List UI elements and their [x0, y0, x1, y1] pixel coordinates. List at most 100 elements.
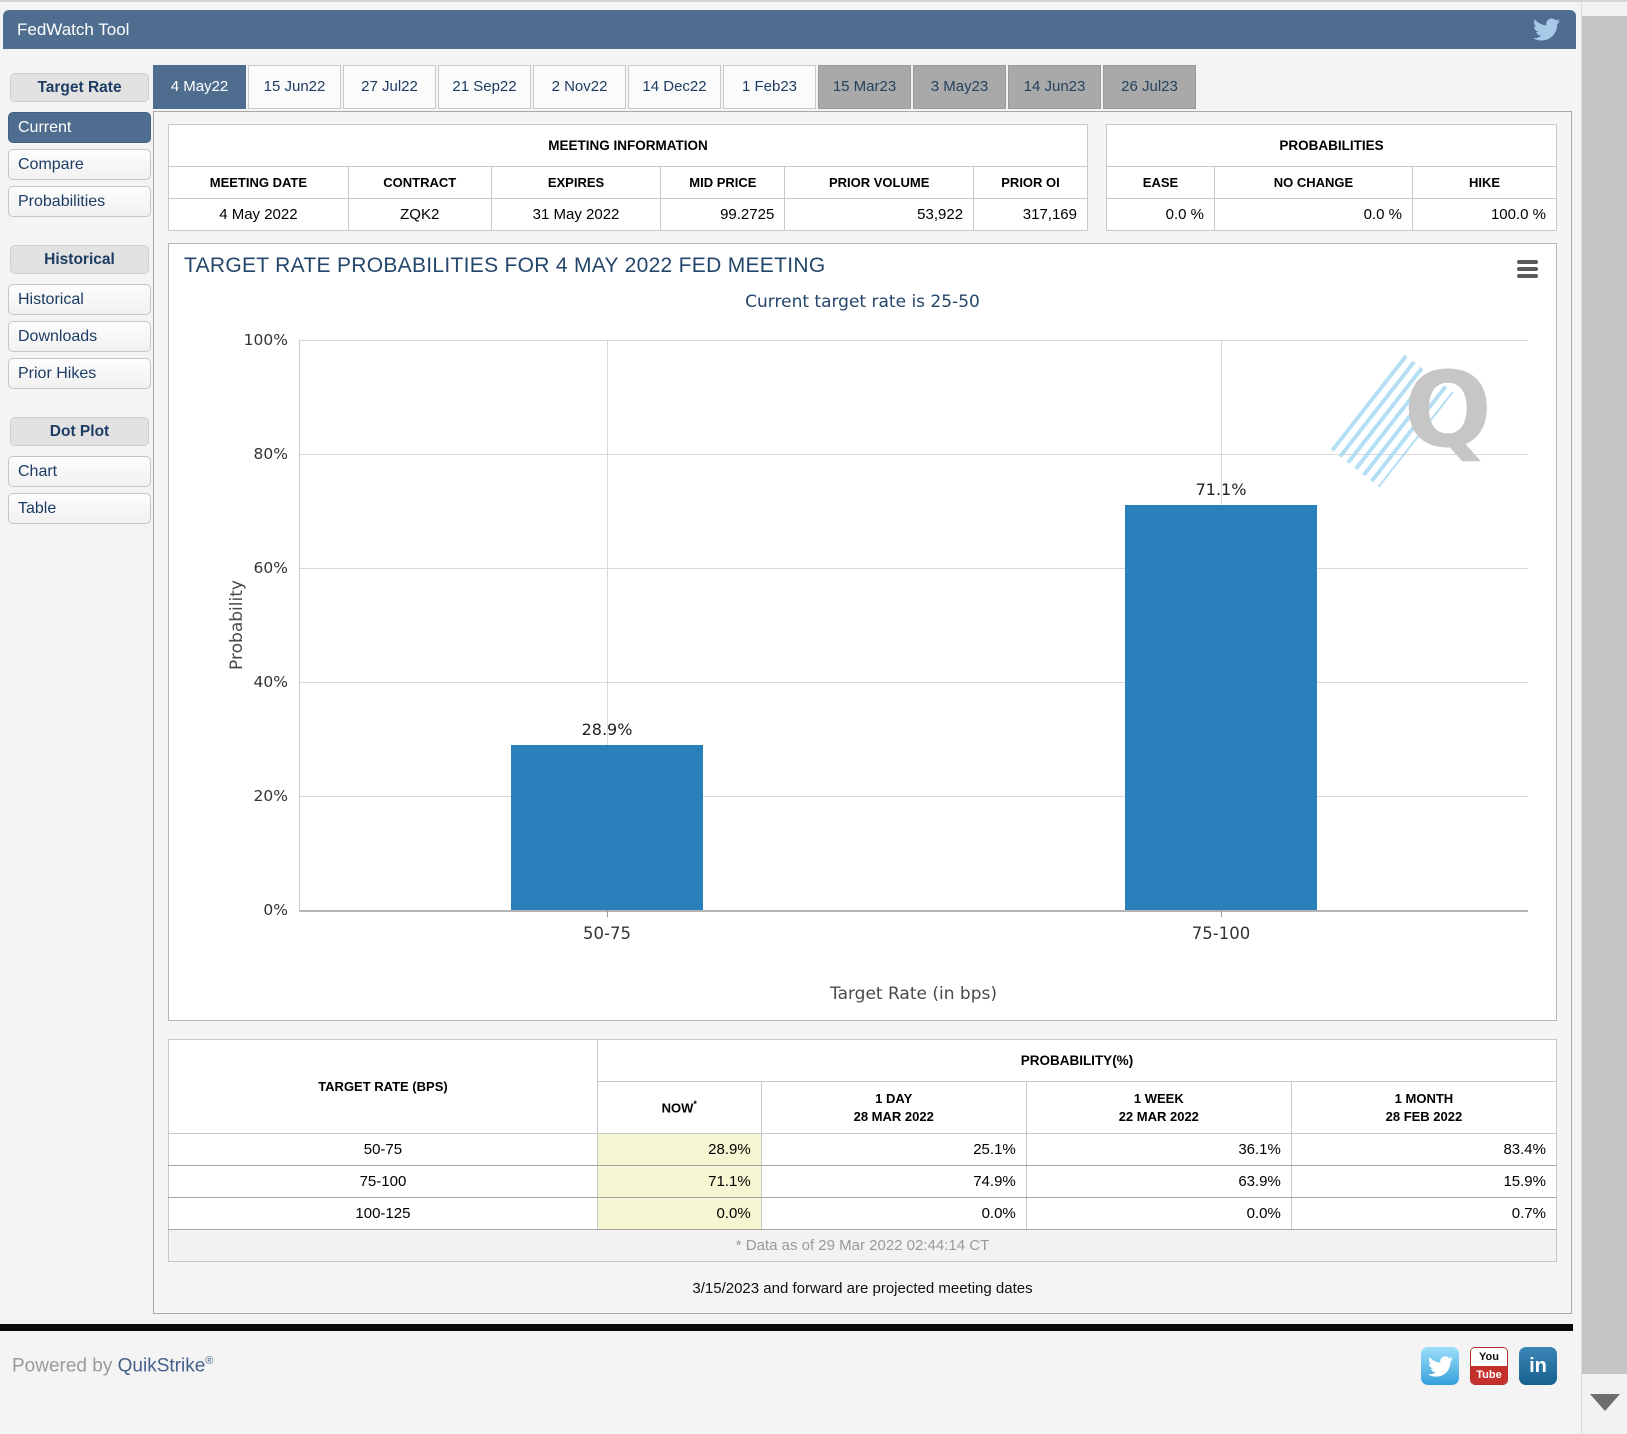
hike-value: 100.0 %: [1412, 198, 1557, 231]
table-row-100-125: 100-125 0.0% 0.0% 0.0% 0.7%: [168, 1197, 1558, 1231]
mid-price-value: 99.2725: [660, 198, 786, 231]
twitter-icon[interactable]: [1533, 16, 1560, 43]
table-row-75-100: 75-100 71.1% 74.9% 63.9% 15.9%: [168, 1165, 1558, 1199]
col-mid-price: MID PRICE: [660, 166, 786, 199]
probability-group-header: PROBABILITY(%): [596, 1039, 1558, 1082]
col-1-month: 1 MONTH 28 FEB 2022: [1290, 1080, 1558, 1135]
month-cell: 15.9%: [1290, 1165, 1558, 1199]
tab-27-jul22[interactable]: 27 Jul22: [343, 65, 436, 109]
day-cell: 74.9%: [760, 1165, 1027, 1199]
tab-21-sep22[interactable]: 21 Sep22: [438, 65, 531, 109]
projected-dates-note: 3/15/2023 and forward are projected meet…: [692, 1280, 1033, 1298]
ytick-40: 40%: [253, 673, 288, 691]
tab-26-jul23[interactable]: 26 Jul23: [1103, 65, 1196, 109]
chart-title: TARGET RATE PROBABILITIES FOR 4 MAY 2022…: [184, 254, 826, 277]
x-axis-title: Target Rate (in bps): [830, 984, 997, 1004]
tab-2-nov22[interactable]: 2 Nov22: [533, 65, 626, 109]
tab-1-feb23[interactable]: 1 Feb23: [723, 65, 816, 109]
bar-75-100-value: 71.1%: [1195, 479, 1247, 499]
linkedin-icon[interactable]: in: [1519, 1347, 1557, 1386]
data-asof-note: * Data as of 29 Mar 2022 02:44:14 CT: [168, 1229, 1557, 1263]
ytick-80: 80%: [253, 445, 288, 463]
ytick-0: 0%: [263, 901, 288, 919]
tab-4-may22[interactable]: 4 May22: [153, 65, 246, 109]
sidebar: Target Rate Current Compare Probabilitie…: [3, 49, 153, 1314]
week-cell: 36.1%: [1025, 1133, 1292, 1167]
social-links: You Tube in: [1421, 1347, 1557, 1386]
no-change-value: 0.0 %: [1214, 198, 1413, 231]
probabilities-table: PROBABILITIES EASE NO CHANGE HIKE 0.0 % …: [1106, 124, 1557, 231]
sidebar-item-prior-hikes[interactable]: Prior Hikes: [8, 358, 151, 389]
col-no-change: NO CHANGE: [1214, 166, 1413, 199]
footer: Powered by QuikStrike® You Tube in: [0, 1331, 1573, 1386]
bar-50-75-value: 28.9%: [581, 720, 633, 740]
col-expires: EXPIRES: [490, 166, 662, 199]
sidebar-section-target-rate: Target Rate: [10, 73, 149, 102]
tab-14-dec22[interactable]: 14 Dec22: [628, 65, 721, 109]
main-column: 4 May22 15 Jun22 27 Jul22 21 Sep22 2 Nov…: [153, 49, 1576, 1315]
y-axis-title: Probability: [226, 580, 247, 670]
now-cell: 71.1%: [596, 1165, 762, 1199]
probabilities-row: 0.0 % 0.0 % 100.0 %: [1106, 198, 1557, 231]
powered-by: Powered by QuikStrike®: [12, 1354, 214, 1377]
twitter-icon[interactable]: [1421, 1347, 1459, 1386]
plot-area: Q 100% 80% 60% 40% 20% 0% Probability 28…: [227, 331, 1528, 943]
day-cell: 0.0%: [760, 1197, 1027, 1231]
col-1-week: 1 WEEK 22 MAR 2022: [1025, 1080, 1292, 1135]
sidebar-section-dot-plot: Dot Plot: [10, 417, 149, 446]
tab-3-may23[interactable]: 3 May23: [913, 65, 1006, 109]
meeting-info-row: 4 May 2022 ZQK2 31 May 2022 99.2725 53,9…: [168, 198, 1088, 231]
week-cell: 63.9%: [1025, 1165, 1292, 1199]
fedwatch-app: FedWatch Tool Target Rate Current Compar…: [3, 10, 1576, 1315]
scrollbar-thumb[interactable]: [1582, 16, 1627, 1374]
sidebar-section-historical: Historical: [10, 245, 149, 274]
ease-value: 0.0 %: [1106, 198, 1215, 231]
sidebar-item-historical[interactable]: Historical: [8, 284, 151, 315]
youtube-icon[interactable]: You Tube: [1470, 1347, 1508, 1386]
app-header: FedWatch Tool: [3, 10, 1576, 49]
tab-14-jun23[interactable]: 14 Jun23: [1008, 65, 1101, 109]
prior-volume-value: 53,922: [784, 198, 975, 231]
day-cell: 25.1%: [760, 1133, 1027, 1167]
meeting-date-value: 4 May 2022: [168, 198, 349, 231]
divider-bar: [0, 1324, 1573, 1332]
watermark-q: Q: [1403, 349, 1492, 471]
meeting-information-table: MEETING INFORMATION MEETING DATE CONTRAC…: [168, 124, 1088, 231]
sidebar-item-probabilities[interactable]: Probabilities: [8, 186, 151, 217]
col-prior-oi: PRIOR OI: [973, 166, 1088, 199]
bar-50-75[interactable]: 28.9%: [511, 720, 703, 910]
col-target-rate-bps: TARGET RATE (BPS): [168, 1038, 598, 1135]
sidebar-item-compare[interactable]: Compare: [8, 149, 151, 180]
ytick-20: 20%: [253, 787, 288, 805]
probabilities-title: PROBABILITIES: [1106, 124, 1557, 167]
sidebar-item-current[interactable]: Current: [8, 112, 151, 143]
bar-75-100[interactable]: 71.1%: [1125, 480, 1317, 910]
scroll-down-arrow-icon[interactable]: [1590, 1394, 1620, 1411]
range-cell: 100-125: [168, 1197, 598, 1231]
app-title: FedWatch Tool: [17, 19, 130, 39]
sidebar-item-downloads[interactable]: Downloads: [8, 321, 151, 352]
vertical-scrollbar[interactable]: [1581, 2, 1627, 1434]
meeting-info-title: MEETING INFORMATION: [168, 124, 1088, 167]
col-prior-volume: PRIOR VOLUME: [784, 166, 975, 199]
expires-value: 31 May 2022: [490, 198, 662, 231]
contract-value: ZQK2: [347, 198, 492, 231]
week-cell: 0.0%: [1025, 1197, 1292, 1231]
sidebar-item-table[interactable]: Table: [8, 493, 151, 524]
col-now: NOW*: [596, 1080, 762, 1135]
category-50-75: 50-75: [583, 924, 631, 943]
ytick-60: 60%: [253, 559, 288, 577]
tab-15-mar23[interactable]: 15 Mar23: [818, 65, 911, 109]
sidebar-item-chart[interactable]: Chart: [8, 456, 151, 487]
range-cell: 50-75: [168, 1133, 598, 1167]
month-cell: 83.4%: [1290, 1133, 1558, 1167]
now-cell: 0.0%: [596, 1197, 762, 1231]
ytick-100: 100%: [243, 331, 288, 349]
category-75-100: 75-100: [1191, 924, 1251, 943]
chart-menu-icon[interactable]: [1517, 260, 1538, 281]
quikstrike-brand: QuikStrike: [117, 1355, 206, 1377]
col-meeting-date: MEETING DATE: [168, 166, 349, 199]
main-panel: MEETING INFORMATION MEETING DATE CONTRAC…: [153, 111, 1572, 1315]
tab-15-jun22[interactable]: 15 Jun22: [248, 65, 341, 109]
